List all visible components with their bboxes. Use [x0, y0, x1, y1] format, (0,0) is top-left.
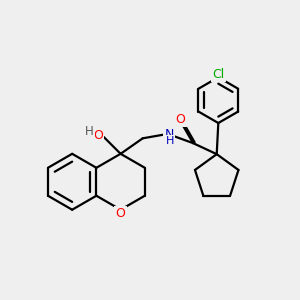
Text: N: N [165, 128, 174, 141]
Text: Cl: Cl [212, 68, 224, 81]
Text: H: H [85, 125, 94, 138]
Text: O: O [116, 207, 125, 220]
Text: O: O [93, 129, 103, 142]
Text: O: O [175, 113, 185, 126]
Text: H: H [166, 136, 174, 146]
